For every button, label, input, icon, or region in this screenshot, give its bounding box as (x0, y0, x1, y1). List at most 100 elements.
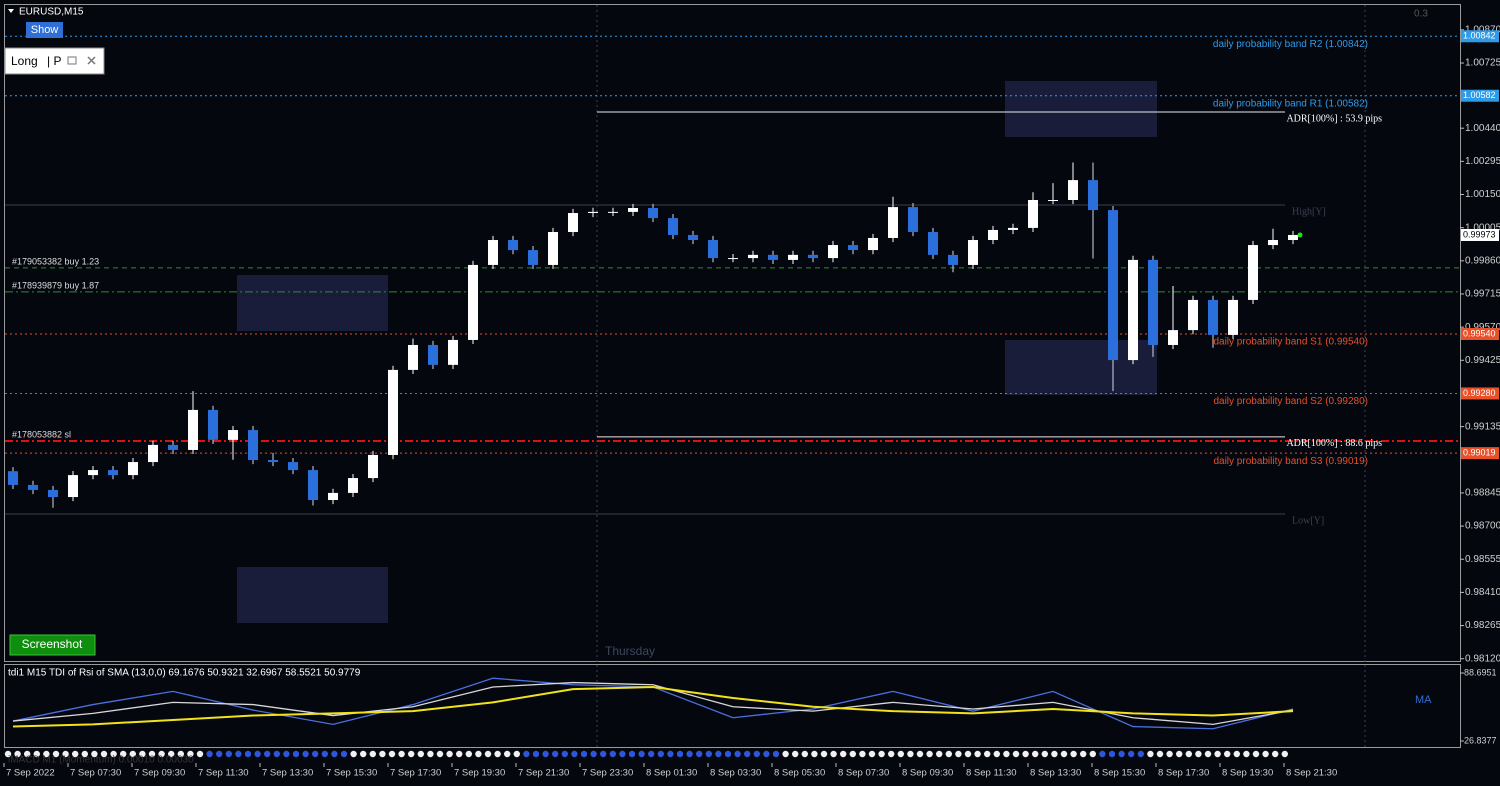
zone-box (237, 567, 388, 623)
candle-body (1228, 299, 1238, 335)
panel[interactable] (4, 47, 105, 75)
band-label: daily probability band R2 (1.00842) (1213, 39, 1368, 50)
signal-dot (1281, 750, 1289, 758)
signal-dot (772, 750, 780, 758)
signal-dot (638, 750, 645, 758)
restore-icon[interactable] (67, 56, 77, 65)
candle-body (948, 254, 958, 265)
band-label: daily probability band S3 (0.99019) (1213, 456, 1368, 467)
signal-dot (580, 750, 588, 758)
signal-dot (782, 750, 789, 758)
candle-body (1048, 199, 1058, 201)
signal-dot (1089, 750, 1097, 758)
signal-dot (283, 750, 290, 758)
signal-dot (1233, 750, 1241, 758)
signal-dot (1224, 750, 1231, 758)
axis-price-label: 1.00582 (1463, 90, 1496, 100)
current-price-dot (1297, 232, 1303, 238)
candle-body (908, 207, 918, 233)
signal-dot (1137, 750, 1145, 758)
signal-dot (1156, 750, 1164, 758)
trade-label: #179053382 buy 1.23 (12, 256, 99, 266)
axis-price-box (1461, 387, 1499, 400)
candle-body (168, 444, 178, 450)
axis-price-box (1461, 328, 1499, 340)
signal-dot (465, 750, 472, 758)
y-tick-label: 1.00725 (1465, 58, 1500, 69)
current-price-box (1461, 228, 1499, 241)
y-tick-label: 0.99715 (1465, 289, 1500, 300)
signal-dot (763, 750, 770, 758)
signal-dot (1195, 750, 1202, 758)
zone-box (1005, 81, 1157, 137)
screenshot-button-label: Screenshot (22, 637, 83, 651)
signal-dot (100, 750, 108, 758)
x-tick-label: 7 Sep 13:30 (262, 768, 313, 779)
signal-dot (158, 750, 165, 758)
signal-dot (1214, 750, 1221, 758)
candle-body (128, 462, 138, 476)
signal-dot (446, 750, 453, 758)
signal-dot (43, 750, 50, 758)
signal-dot (360, 750, 367, 758)
signal-dot (734, 750, 741, 758)
x-tick-label: 7 Sep 17:30 (390, 768, 441, 779)
signal-dot (667, 750, 674, 758)
close-icon[interactable] (87, 56, 96, 65)
signal-dot (388, 750, 396, 758)
candle-body (1268, 240, 1278, 246)
signal-dot (1003, 750, 1010, 758)
signal-dot (264, 750, 271, 758)
signal-dot (1099, 750, 1106, 758)
candle-body (1208, 299, 1218, 335)
signal-dot (955, 750, 962, 758)
candle-body (988, 229, 998, 241)
signal-dot (1108, 750, 1116, 758)
candle-body (508, 240, 518, 251)
signal-dot (187, 750, 194, 758)
macd-label: iMACD M1 (Momentum) 0.00010 0.00030 (8, 755, 194, 766)
signal-dot (609, 750, 616, 758)
candle-body (788, 254, 798, 260)
signal-dot (849, 750, 856, 758)
signal-dot (1080, 750, 1087, 758)
y-tick-label: 0.98555 (1465, 554, 1500, 565)
y-tick-label: 1.00440 (1465, 123, 1500, 134)
signal-dot (820, 750, 828, 758)
candle-body (608, 211, 618, 213)
candle-body (888, 207, 898, 238)
signal-dot (168, 750, 175, 758)
candle-body (568, 213, 578, 233)
adr-label: ADR[100%] : 88.6 pips (1286, 438, 1382, 449)
signal-dot (52, 750, 60, 758)
candle-body (268, 459, 278, 463)
axis-price-box (1461, 89, 1499, 102)
y-tick-label: 0.98120 (1465, 653, 1500, 664)
candle-body (248, 430, 258, 460)
axis-price-box (1461, 30, 1499, 43)
show-button[interactable] (26, 22, 63, 38)
candle-body (488, 240, 498, 265)
menu-arrow[interactable] (8, 9, 14, 13)
panel-label: Long (11, 54, 38, 68)
signal-dot (840, 750, 847, 758)
candle-body (1148, 259, 1158, 345)
signal-dot (561, 750, 568, 758)
signal-dot (1262, 750, 1269, 758)
day-label: Thursday (605, 644, 655, 658)
zone-box (237, 275, 388, 331)
signal-dot (436, 750, 444, 758)
signal-dot (206, 750, 213, 758)
x-tick-label: 8 Sep 19:30 (1222, 768, 1273, 779)
signal-dot (657, 750, 664, 758)
signal-dot (484, 750, 492, 758)
signal-dot (139, 750, 146, 758)
signal-dot (1147, 750, 1154, 758)
candle-body (188, 409, 198, 450)
x-tick-label: 8 Sep 15:30 (1094, 768, 1145, 779)
signal-dot (705, 750, 712, 758)
signal-dot (196, 750, 204, 758)
screenshot-button[interactable] (9, 634, 96, 656)
signal-dot (590, 750, 597, 758)
